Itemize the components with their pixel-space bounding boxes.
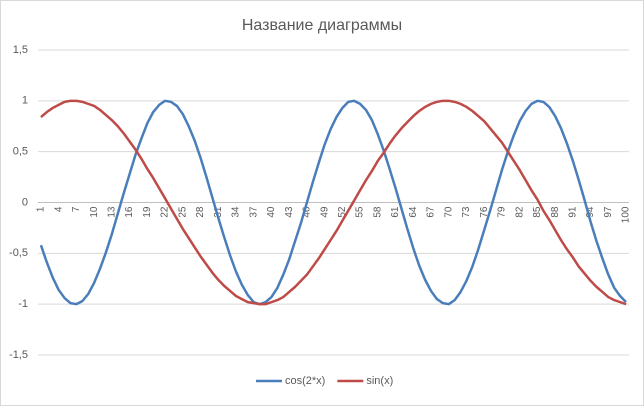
legend-item: sin(x) — [337, 375, 393, 387]
x-tick-label: 55 — [355, 206, 366, 218]
x-tick-label: 1 — [36, 206, 47, 212]
x-tick-label: 28 — [195, 206, 206, 218]
y-tick-label: -1 — [18, 298, 28, 310]
x-tick-label: 7 — [71, 206, 82, 212]
y-tick-label: 0,5 — [13, 146, 28, 158]
legend-item: cos(2*x) — [256, 375, 325, 387]
x-tick-label: 16 — [124, 206, 135, 218]
x-tick-label: 79 — [497, 206, 508, 218]
y-tick-label: 1,5 — [13, 44, 28, 56]
legend-label: cos(2*x) — [285, 375, 325, 387]
x-tick-label: 4 — [53, 206, 64, 212]
series-line — [40, 99, 627, 306]
x-tick-label: 49 — [319, 206, 330, 218]
x-tick-label: 22 — [160, 206, 171, 218]
legend-label: sin(x) — [366, 375, 393, 387]
x-tick-label: 70 — [443, 206, 454, 218]
x-tick-label: 46 — [302, 206, 313, 218]
x-tick-label: 91 — [567, 206, 578, 218]
x-tick-label: 97 — [603, 206, 614, 218]
x-tick-label: 100 — [621, 206, 632, 223]
x-tick-label: 25 — [177, 206, 188, 218]
y-tick-label: -1,5 — [9, 349, 28, 361]
chart-title: Название диаграммы — [242, 17, 402, 34]
x-tick-label: 85 — [532, 206, 543, 218]
x-tick-label: 43 — [284, 206, 295, 218]
x-tick-label: 34 — [231, 206, 242, 218]
x-tick-label: 58 — [372, 206, 383, 218]
y-tick-label: 0 — [22, 196, 28, 208]
x-tick-label: 94 — [585, 206, 596, 218]
y-tick-label: 1 — [22, 95, 28, 107]
x-tick-label: 67 — [426, 206, 437, 218]
x-tick-label: 73 — [461, 206, 472, 218]
x-tick-label: 82 — [514, 206, 525, 218]
x-tick-label: 64 — [408, 206, 419, 218]
x-tick-label: 52 — [337, 206, 348, 218]
x-tick-label: 19 — [142, 206, 153, 218]
series-line — [39, 99, 627, 306]
x-tick-label: 37 — [248, 206, 259, 218]
x-tick-label: 31 — [213, 206, 224, 218]
x-tick-label: 76 — [479, 206, 490, 218]
x-tick-label: 10 — [89, 206, 100, 218]
x-tick-label: 61 — [390, 206, 401, 218]
x-tick-label: 13 — [107, 206, 118, 218]
x-tick-label: 88 — [550, 206, 561, 218]
y-tick-label: -0,5 — [9, 247, 28, 259]
x-tick-label: 40 — [266, 206, 277, 218]
